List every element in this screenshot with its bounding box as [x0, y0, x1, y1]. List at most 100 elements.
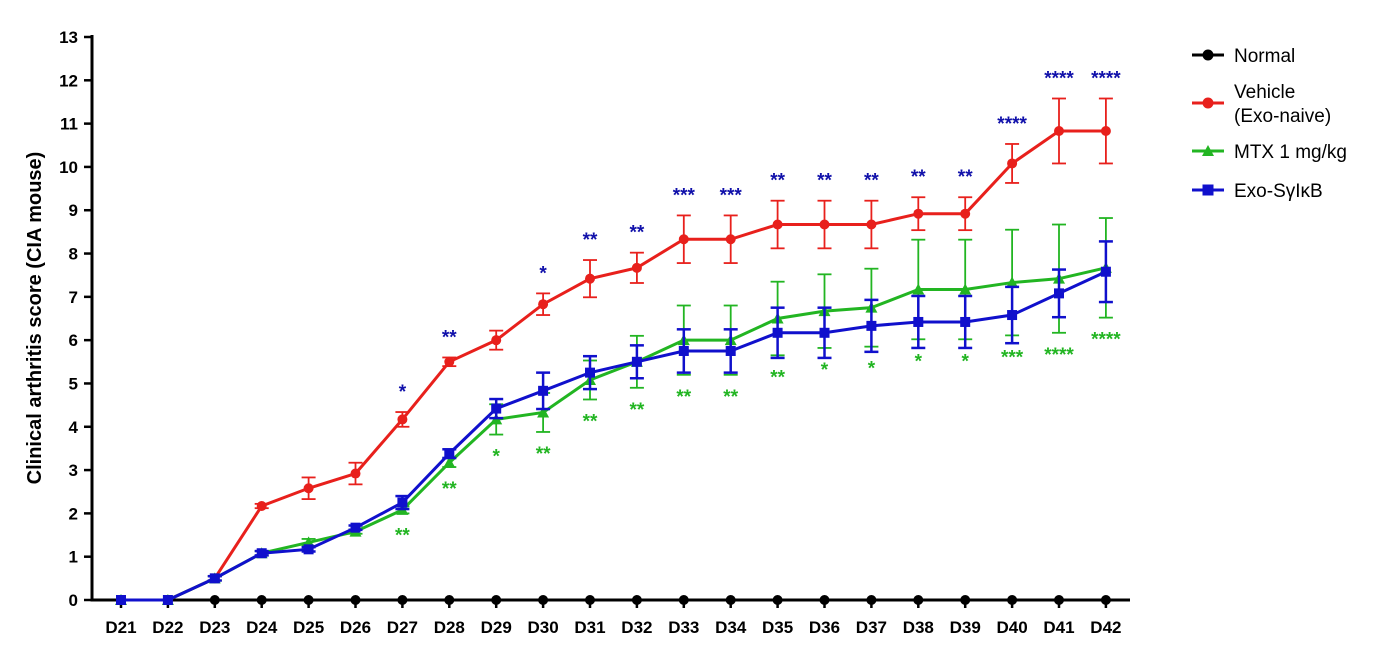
- significance-mark-bottom: **: [536, 444, 551, 465]
- data-point: [209, 573, 220, 584]
- legend-label: Vehicle: [1234, 82, 1295, 103]
- significance-mark-top: *: [539, 263, 547, 284]
- series-layer: [115, 97, 1113, 605]
- x-tick-label: D22: [152, 618, 183, 637]
- data-point: [912, 283, 925, 295]
- y-tick-label: 2: [69, 504, 78, 523]
- y-tick-label: 5: [69, 374, 78, 393]
- legend-label: (Exo-naive): [1234, 106, 1331, 127]
- y-tick-label: 7: [69, 288, 78, 307]
- data-point: [1100, 125, 1111, 136]
- x-tick-label: D30: [528, 618, 559, 637]
- data-point: [725, 595, 736, 605]
- significance-mark-bottom: *: [492, 447, 500, 468]
- significance-mark-top: **: [442, 327, 457, 348]
- data-point: [350, 522, 361, 533]
- series-mtx-1-mg-kg: [115, 217, 1113, 605]
- significance-mark-bottom: *: [821, 360, 829, 381]
- data-point: [772, 595, 783, 605]
- data-point: [819, 595, 830, 605]
- data-point: [772, 327, 783, 338]
- legend-marker: [1202, 97, 1214, 109]
- x-tick-label: D24: [246, 618, 278, 637]
- series-line: [121, 266, 1107, 602]
- significance-mark-bottom: **: [676, 387, 691, 408]
- data-point: [209, 595, 220, 605]
- legend-item: Normal: [1192, 46, 1295, 67]
- significance-mark-bottom: **: [630, 400, 645, 421]
- data-point: [1007, 310, 1018, 321]
- y-tick-label: 12: [59, 71, 78, 90]
- legend-label: Normal: [1234, 46, 1295, 67]
- x-tick-label: D42: [1090, 618, 1121, 637]
- data-point: [585, 595, 595, 605]
- data-point: [1054, 288, 1064, 299]
- data-point: [444, 448, 455, 459]
- significance-mark-bottom: **: [395, 525, 410, 546]
- significance-mark-bottom: ****: [1091, 330, 1121, 351]
- data-point: [537, 406, 550, 418]
- significance-mark-top: **: [630, 223, 645, 244]
- data-point: [678, 345, 689, 356]
- data-point: [350, 595, 361, 605]
- y-tick-label: 4: [69, 418, 79, 437]
- legend-marker: [1202, 145, 1214, 156]
- y-tick-label: 0: [69, 591, 78, 610]
- significance-mark-bottom: **: [583, 411, 598, 432]
- legend-item: Exo-SγIκB: [1192, 181, 1323, 202]
- data-point: [1100, 595, 1111, 605]
- y-tick-label: 13: [59, 28, 78, 47]
- x-tick-label: D38: [903, 618, 934, 637]
- data-point: [1007, 595, 1018, 605]
- data-point: [256, 595, 267, 605]
- x-tick-label: D41: [1043, 618, 1074, 637]
- data-point: [538, 595, 549, 605]
- significance-mark-bottom: *: [868, 359, 876, 380]
- x-tick-label: D28: [434, 618, 465, 637]
- significance-mark-bottom: *: [961, 351, 969, 372]
- x-tick-label: D29: [481, 618, 512, 637]
- data-point: [585, 273, 595, 284]
- significance-mark-top: **: [864, 171, 879, 192]
- series-normal: [116, 595, 1111, 605]
- data-point: [443, 456, 456, 468]
- significance-mark-bottom: ****: [1044, 345, 1074, 366]
- data-point: [960, 316, 971, 327]
- y-tick-label: 9: [69, 201, 78, 220]
- significance-mark-bottom: *: [915, 351, 923, 372]
- series-line: [121, 129, 1106, 602]
- data-point: [631, 262, 642, 273]
- legend-item: MTX 1 mg/kg: [1192, 142, 1347, 163]
- significance-mark-bottom: **: [723, 387, 738, 408]
- data-point: [631, 595, 642, 605]
- y-tick-label: 10: [59, 158, 78, 177]
- y-tick-label: 8: [69, 245, 78, 264]
- y-tick-label: 1: [69, 548, 78, 567]
- data-point: [866, 595, 877, 605]
- data-point: [772, 219, 783, 230]
- x-tick-label: D26: [340, 618, 371, 637]
- significance-mark-top: **: [817, 171, 832, 192]
- data-point: [303, 483, 314, 494]
- significance-mark-top: ***: [673, 185, 696, 206]
- series-exo-s-i-b: [116, 240, 1113, 605]
- series-line: [121, 270, 1107, 602]
- significance-mark-top: *: [399, 382, 407, 403]
- significance-mark-top: ****: [997, 114, 1027, 135]
- x-tick-label: D31: [574, 618, 605, 637]
- data-point: [819, 219, 830, 230]
- x-tick-label: D27: [387, 618, 418, 637]
- x-tick-label: D35: [762, 618, 793, 637]
- significance-mark-top: **: [911, 167, 926, 188]
- x-tick-label: D25: [293, 618, 324, 637]
- x-tick-label: D21: [105, 618, 136, 637]
- legend-marker: [1202, 49, 1214, 61]
- data-point: [866, 320, 877, 331]
- x-tick-label: D23: [199, 618, 230, 637]
- x-tick-label: D36: [809, 618, 840, 637]
- data-point: [678, 595, 689, 605]
- data-point: [162, 595, 173, 605]
- data-point: [960, 595, 971, 605]
